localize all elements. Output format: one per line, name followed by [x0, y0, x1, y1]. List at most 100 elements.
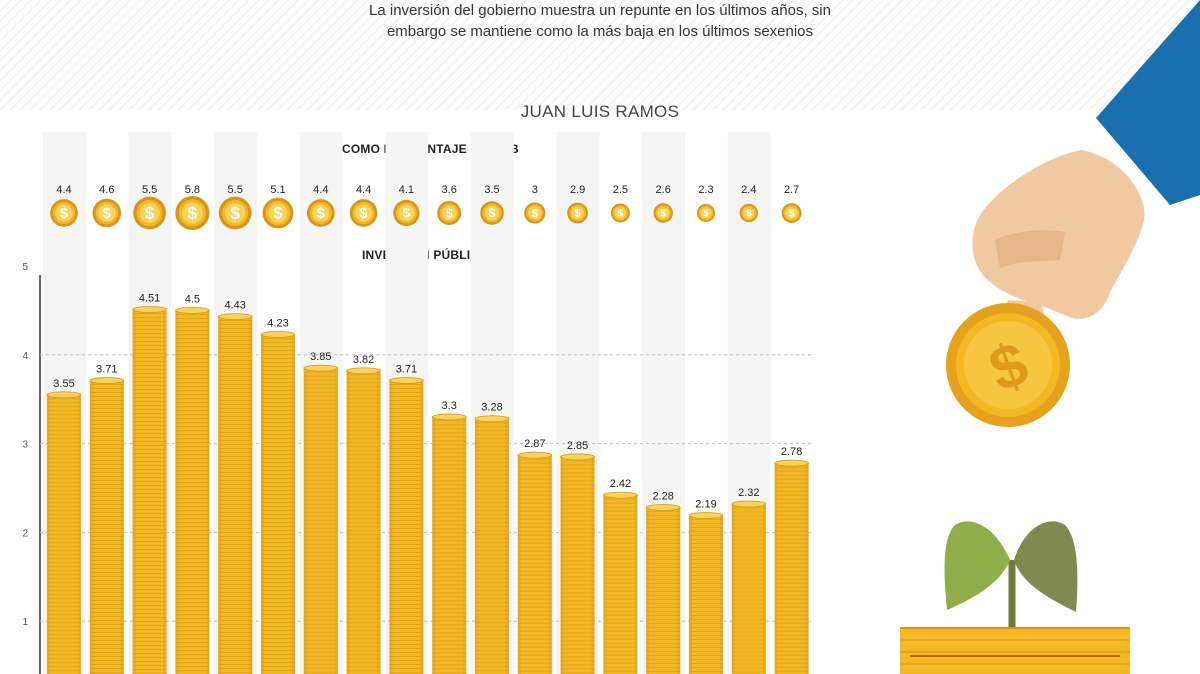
- pib-value-label: 5.1: [270, 184, 285, 196]
- investment-value-label: 3.3: [442, 400, 457, 412]
- pib-coin: $: [133, 196, 166, 230]
- investment-bar: [217, 313, 253, 674]
- investment-bar: [303, 364, 339, 674]
- author-name: JUAN LUIS RAMOS: [520, 102, 680, 121]
- subtitle-line-2: embargo se mantiene como la más baja en …: [386, 23, 814, 40]
- investment-bar: [731, 500, 767, 674]
- coin-pile-icon: [900, 627, 1130, 674]
- investment-value-label: 3.71: [396, 364, 417, 376]
- pib-coin: $: [92, 198, 122, 228]
- investment-bar: [474, 415, 510, 674]
- investment-bar: [688, 512, 724, 674]
- pib-value-label: 5.5: [142, 184, 157, 196]
- pib-value-label: 4.4: [313, 184, 328, 196]
- investment-value-label: 4.23: [267, 317, 288, 329]
- y-tick-label: 4: [22, 351, 28, 362]
- investment-value-label: 3.82: [353, 354, 374, 366]
- svg-text:$: $: [317, 206, 325, 222]
- svg-text:$: $: [446, 206, 453, 220]
- investment-bar: [260, 330, 296, 674]
- svg-text:$: $: [360, 206, 368, 222]
- pib-value-label: 2.3: [698, 184, 713, 196]
- pib-value-label: 4.1: [399, 184, 414, 196]
- dollar-coin-icon: $: [946, 303, 1070, 427]
- investment-bar: [89, 377, 125, 674]
- investment-value-label: 2.19: [695, 499, 716, 511]
- investment-bar: [46, 391, 82, 674]
- svg-text:$: $: [145, 203, 155, 223]
- pib-value-label: 2.7: [784, 184, 799, 196]
- pib-coin: $: [50, 199, 78, 227]
- pib-value-label: 2.4: [741, 184, 756, 196]
- pib-coin: $: [781, 203, 802, 223]
- pib-coin: $: [739, 203, 759, 223]
- pib-value-label: 4.4: [56, 184, 71, 196]
- pib-value-label: 4.4: [356, 184, 371, 196]
- subtitle-line-1: La inversión del gobierno muestra un rep…: [369, 2, 831, 19]
- svg-text:$: $: [187, 203, 197, 223]
- svg-text:$: $: [746, 208, 752, 219]
- investment-value-label: 2.32: [738, 487, 759, 499]
- pib-value-label: 4.6: [99, 184, 114, 196]
- svg-text:$: $: [273, 205, 282, 223]
- investment-bar: [774, 459, 809, 674]
- investment-bar: [388, 377, 424, 674]
- y-tick-label: 3: [22, 440, 28, 451]
- y-tick-label: 1: [22, 617, 28, 628]
- pib-coin: $: [349, 199, 378, 227]
- pib-coin: $: [653, 203, 673, 223]
- pib-coin: $: [697, 204, 715, 222]
- svg-text:$: $: [230, 203, 240, 223]
- pib-value-label: 2.5: [613, 184, 628, 196]
- pib-coin: $: [524, 202, 546, 224]
- pib-value-label: 3.5: [484, 184, 499, 196]
- svg-text:$: $: [489, 206, 496, 220]
- investment-bar: [174, 306, 210, 674]
- investment-bar: [603, 491, 638, 674]
- investment-value-label: 2.87: [524, 438, 545, 450]
- svg-text:$: $: [575, 208, 581, 220]
- pib-value-label: 5.8: [185, 184, 200, 196]
- investment-value-label: 3.55: [53, 378, 74, 390]
- hand-icon: [972, 150, 1145, 339]
- pib-value-label: 2.6: [656, 184, 671, 196]
- investment-value-label: 4.43: [224, 300, 245, 312]
- svg-text:$: $: [618, 208, 624, 219]
- pib-coin: $: [393, 199, 420, 227]
- investment-value-label: 2.78: [781, 446, 802, 458]
- y-tick-label: 2: [22, 528, 28, 539]
- pib-coin: $: [262, 197, 294, 229]
- pib-value-label: 3.6: [442, 184, 457, 196]
- subtitle: La inversión del gobierno muestra un rep…: [300, 0, 900, 42]
- investment-value-label: 3.85: [310, 351, 331, 363]
- svg-text:$: $: [703, 208, 709, 219]
- pib-coin: $: [175, 195, 210, 231]
- investment-value-label: 2.85: [567, 440, 588, 452]
- svg-text:$: $: [660, 208, 666, 219]
- investment-value-label: 2.42: [610, 478, 631, 490]
- pib-value-label: 3: [532, 184, 538, 196]
- investment-bar: [560, 453, 595, 674]
- pib-coin: $: [437, 201, 462, 225]
- hand-coin-plant-illustration: $: [900, 0, 1200, 674]
- investment-value-label: 2.28: [652, 491, 673, 503]
- investment-bar: [346, 367, 382, 674]
- investment-bar: [431, 413, 467, 674]
- investment-value-label: 4.51: [139, 293, 160, 305]
- svg-text:$: $: [103, 205, 112, 222]
- coin-stack-chart: 1 2 3 4 5 4.4 $4.6 $5.5 $5.8 $5.5 $5.1 $4.4 $4.4 $4.1…: [22, 184, 812, 674]
- pib-coin: $: [306, 199, 335, 227]
- header-background: [0, 0, 1200, 110]
- svg-text:$: $: [403, 206, 411, 221]
- investment-value-label: 3.71: [96, 364, 117, 376]
- sleeve-icon: [1090, 0, 1200, 215]
- svg-text:$: $: [789, 209, 795, 220]
- pib-coin: $: [218, 196, 252, 230]
- svg-text:$: $: [532, 208, 539, 220]
- investment-bar: [645, 504, 681, 674]
- pib-coin: $: [610, 203, 630, 223]
- pib-coin: $: [567, 202, 588, 224]
- pib-value-label: 5.5: [228, 184, 243, 196]
- y-tick-label: 5: [22, 262, 28, 273]
- investment-bar: [517, 451, 553, 674]
